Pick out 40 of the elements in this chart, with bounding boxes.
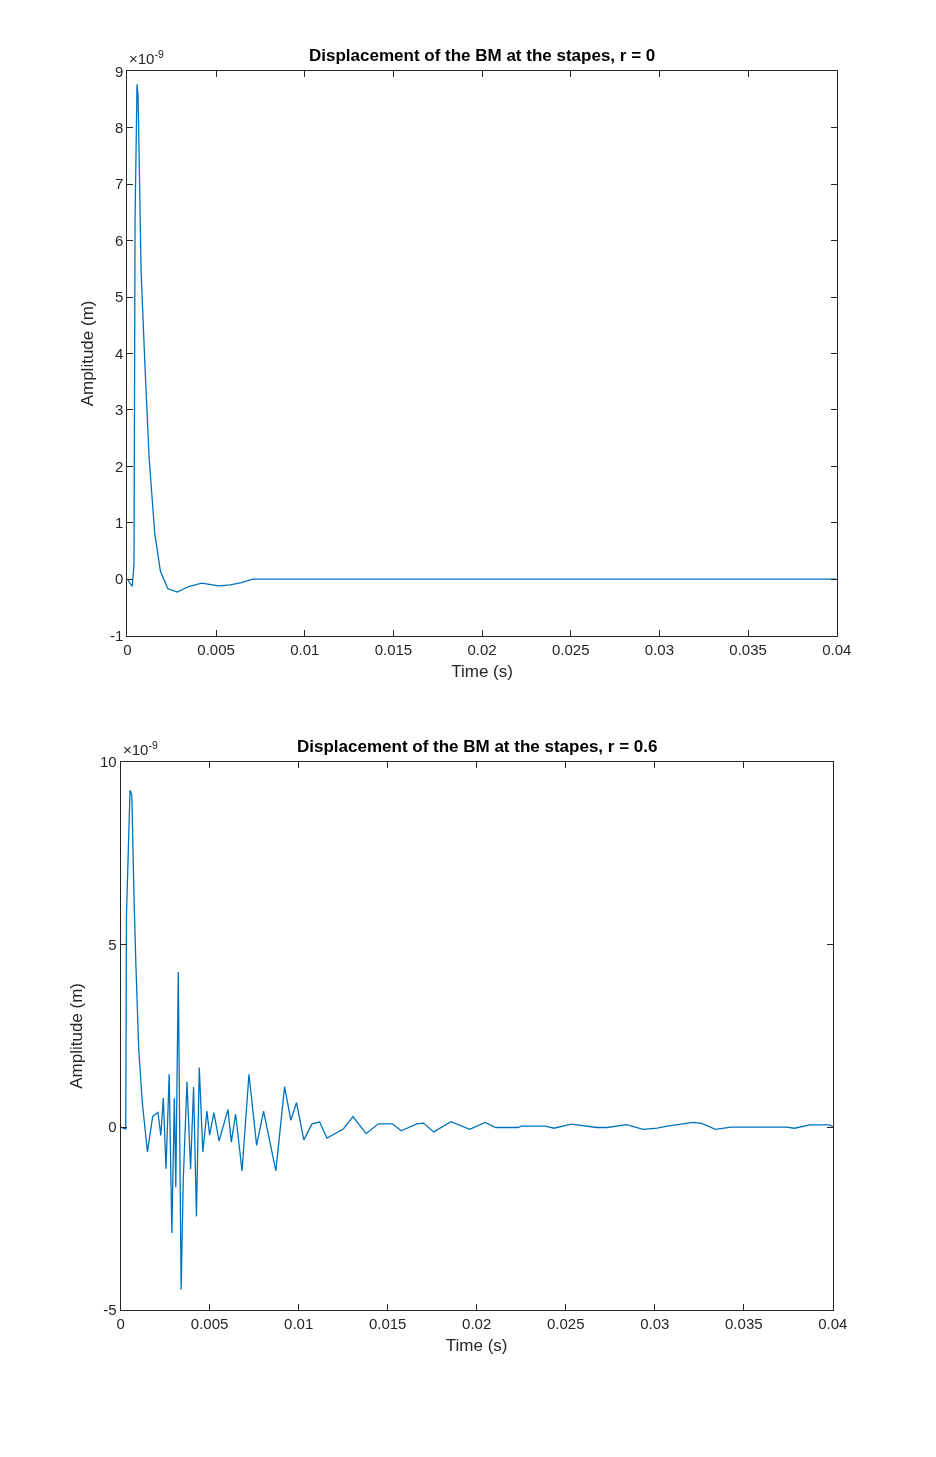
- x-tick-label: 0.04: [818, 1314, 848, 1332]
- y-tick-label: 3: [115, 401, 124, 419]
- y-tick-label: 8: [115, 118, 124, 136]
- x-axis-title: Time (s): [445, 1336, 508, 1356]
- y-tick-label: -5: [103, 1300, 117, 1318]
- x-tick-label: 0.025: [546, 1314, 585, 1332]
- text: ×10$^{-9}$: [123, 739, 158, 759]
- chart-title: Displacement of the BM at the stapes, r = 0.6: [297, 737, 658, 756]
- y-tick-label: 10: [99, 753, 117, 771]
- x-tick-label: 0.015: [368, 1314, 407, 1332]
- x-tick-label: 0.005: [190, 1314, 229, 1332]
- x-tick-label: 0.015: [374, 640, 413, 658]
- chart-title: Displacement of the BM at the stapes, r = 0: [309, 46, 656, 65]
- x-tick-label: 0.03: [644, 640, 675, 658]
- y-tick-label: 0: [115, 570, 124, 588]
- y-tick-label: 9: [115, 62, 124, 80]
- x-tick-label: 0.035: [725, 1314, 763, 1332]
- y-tick-label: 6: [115, 231, 124, 249]
- y-tick-label: 1: [115, 513, 124, 531]
- x-tick-label: 0.02: [467, 640, 497, 658]
- x-tick-label: 0.01: [290, 640, 320, 658]
- y-tick-label: -1: [110, 626, 124, 644]
- y-tick-label: 7: [115, 175, 124, 193]
- x-tick-label: 0.02: [462, 1314, 492, 1332]
- x-tick-label: 0.03: [640, 1314, 670, 1332]
- y-axis-title: Amplitude (m): [67, 982, 87, 1089]
- y-tick-label: 4: [115, 344, 124, 362]
- y-axis-title: Amplitude (m): [77, 300, 97, 407]
- x-tick-label: 0.035: [729, 640, 767, 658]
- text: ×10$^{-9}$: [129, 48, 164, 68]
- y-tick-label: 0: [108, 1118, 117, 1136]
- y-tick-label: 5: [108, 935, 117, 953]
- x-tick-label: 0.01: [284, 1314, 314, 1332]
- x-tick-label: 0.005: [197, 640, 235, 658]
- x-tick-label: 0.04: [822, 640, 852, 658]
- y-tick-label: 2: [115, 457, 124, 475]
- line-series: [120, 789, 833, 1291]
- x-tick-label: 0.025: [551, 640, 590, 658]
- x-axis-title: Time (s): [451, 662, 513, 681]
- y-tick-label: 5: [115, 288, 124, 306]
